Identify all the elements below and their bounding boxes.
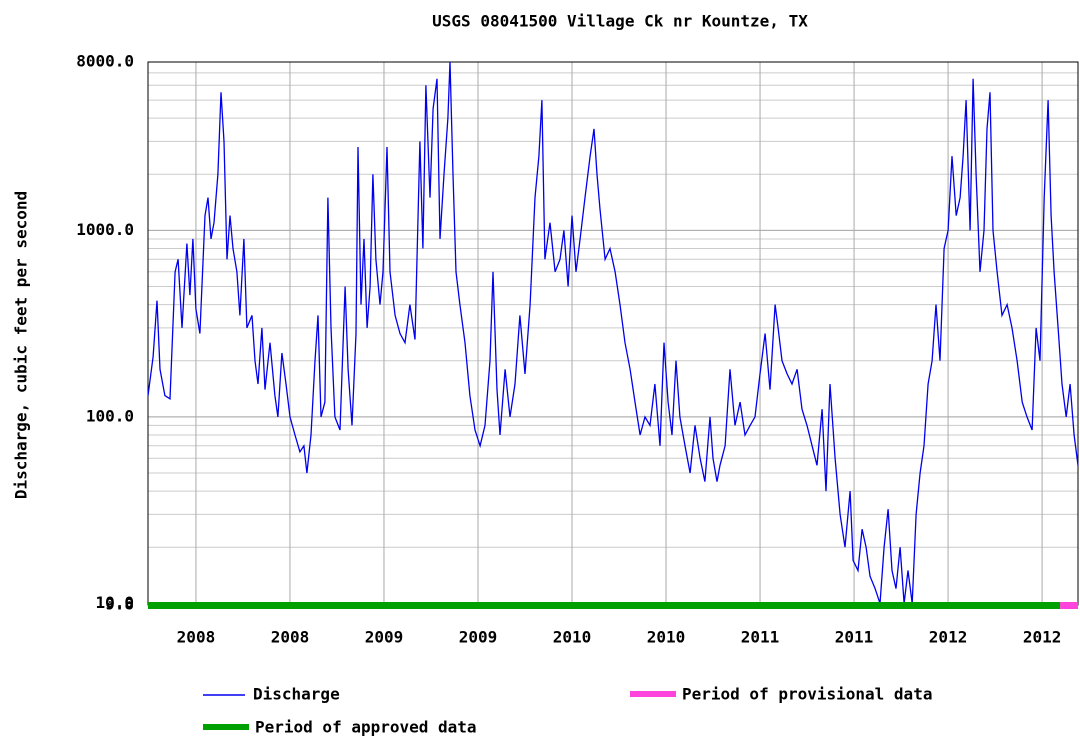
x-tick-label: 2012	[929, 628, 968, 647]
legend-label: Period of provisional data	[682, 685, 932, 704]
y-tick-label: 9.8	[105, 595, 134, 614]
x-tick-label: 2008	[177, 628, 216, 647]
x-tick-label: 2009	[459, 628, 498, 647]
x-tick-label: 2011	[835, 628, 874, 647]
legend-label: Discharge	[253, 685, 340, 704]
x-tick-label: 2010	[553, 628, 592, 647]
x-tick-label: 2009	[365, 628, 404, 647]
x-tick-label: 2008	[271, 628, 310, 647]
y-tick-label: 10.0	[95, 593, 134, 612]
legend-label: Period of approved data	[255, 718, 477, 737]
period-bar	[148, 602, 1061, 609]
chart-title: USGS 08041500 Village Ck nr Kountze, TX	[432, 12, 808, 31]
x-tick-label: 2012	[1023, 628, 1062, 647]
period-bar	[1060, 602, 1078, 609]
y-tick-label: 1000.0	[76, 220, 134, 239]
x-tick-label: 2010	[647, 628, 686, 647]
discharge-line	[147, 61, 1079, 604]
x-tick-label: 2011	[741, 628, 780, 647]
y-tick-label: 100.0	[86, 406, 134, 425]
y-tick-label: 8000.0	[76, 52, 134, 71]
y-axis-label: Discharge, cubic feet per second	[12, 191, 31, 499]
